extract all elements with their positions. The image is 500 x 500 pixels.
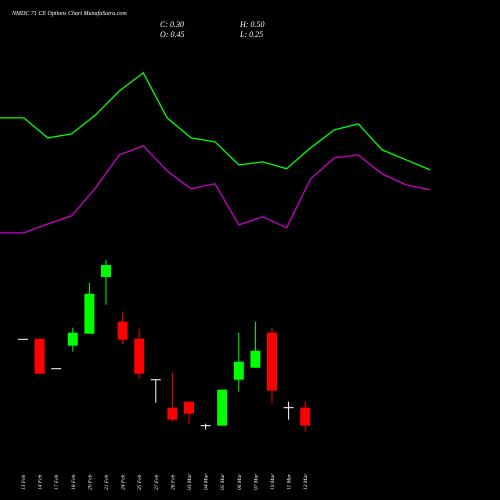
candle-body [283, 407, 294, 409]
line-series [0, 145, 431, 234]
x-tick-label: 05 Mar [220, 473, 226, 490]
x-tick-label: 11 Mar [287, 473, 293, 490]
x-tick-label: 13 Feb [21, 474, 27, 490]
x-tick-label: 27 Feb [154, 474, 160, 490]
x-tick-label: 18 Feb [71, 474, 77, 490]
candle-body [184, 401, 194, 414]
candle-body [250, 350, 261, 368]
high-label: H: 0.50 [239, 20, 264, 29]
x-tick-label: 14 Feb [37, 474, 44, 490]
candle-body [117, 321, 128, 340]
candle-body [217, 389, 228, 426]
x-tick-label: 07 Mar [253, 473, 259, 490]
close-label: C: 0.30 [160, 20, 184, 29]
candle-body [134, 338, 145, 374]
x-tick-label: 17 Feb [54, 474, 60, 490]
x-tick-label: 06 Mar [237, 473, 243, 490]
candle-body [300, 407, 311, 426]
candle-body [18, 338, 28, 340]
x-tick-label: 04 Mar [203, 473, 210, 490]
candle-body [67, 332, 78, 346]
candle-body [233, 361, 244, 380]
line-series [0, 71, 431, 171]
x-tick-label: 20 Feb [87, 474, 93, 490]
x-tick-label: 12 Mar [303, 473, 309, 490]
x-tick-label: 28 Feb [170, 474, 176, 490]
x-tick-label: 10 Mar [270, 473, 276, 490]
open-label: O: 0.45 [160, 30, 184, 39]
candle-body [34, 338, 45, 374]
candle-body [150, 379, 161, 381]
chart-title: NMDC 71 CE Options Chart MunafaSutra.com [11, 10, 127, 17]
candle-body [200, 425, 211, 427]
candle-body [84, 293, 95, 334]
x-tick-label: 25 Feb [137, 474, 143, 490]
x-tick-label: 03 Mar [187, 473, 193, 490]
candle-body [167, 407, 178, 420]
low-label: L: 0.25 [239, 30, 263, 39]
candle-body [51, 368, 62, 370]
x-tick-label: 21 Feb [104, 474, 110, 490]
x-tick-label: 24 Feb [120, 474, 127, 490]
candle-body [101, 264, 111, 277]
candle-body [267, 332, 277, 391]
